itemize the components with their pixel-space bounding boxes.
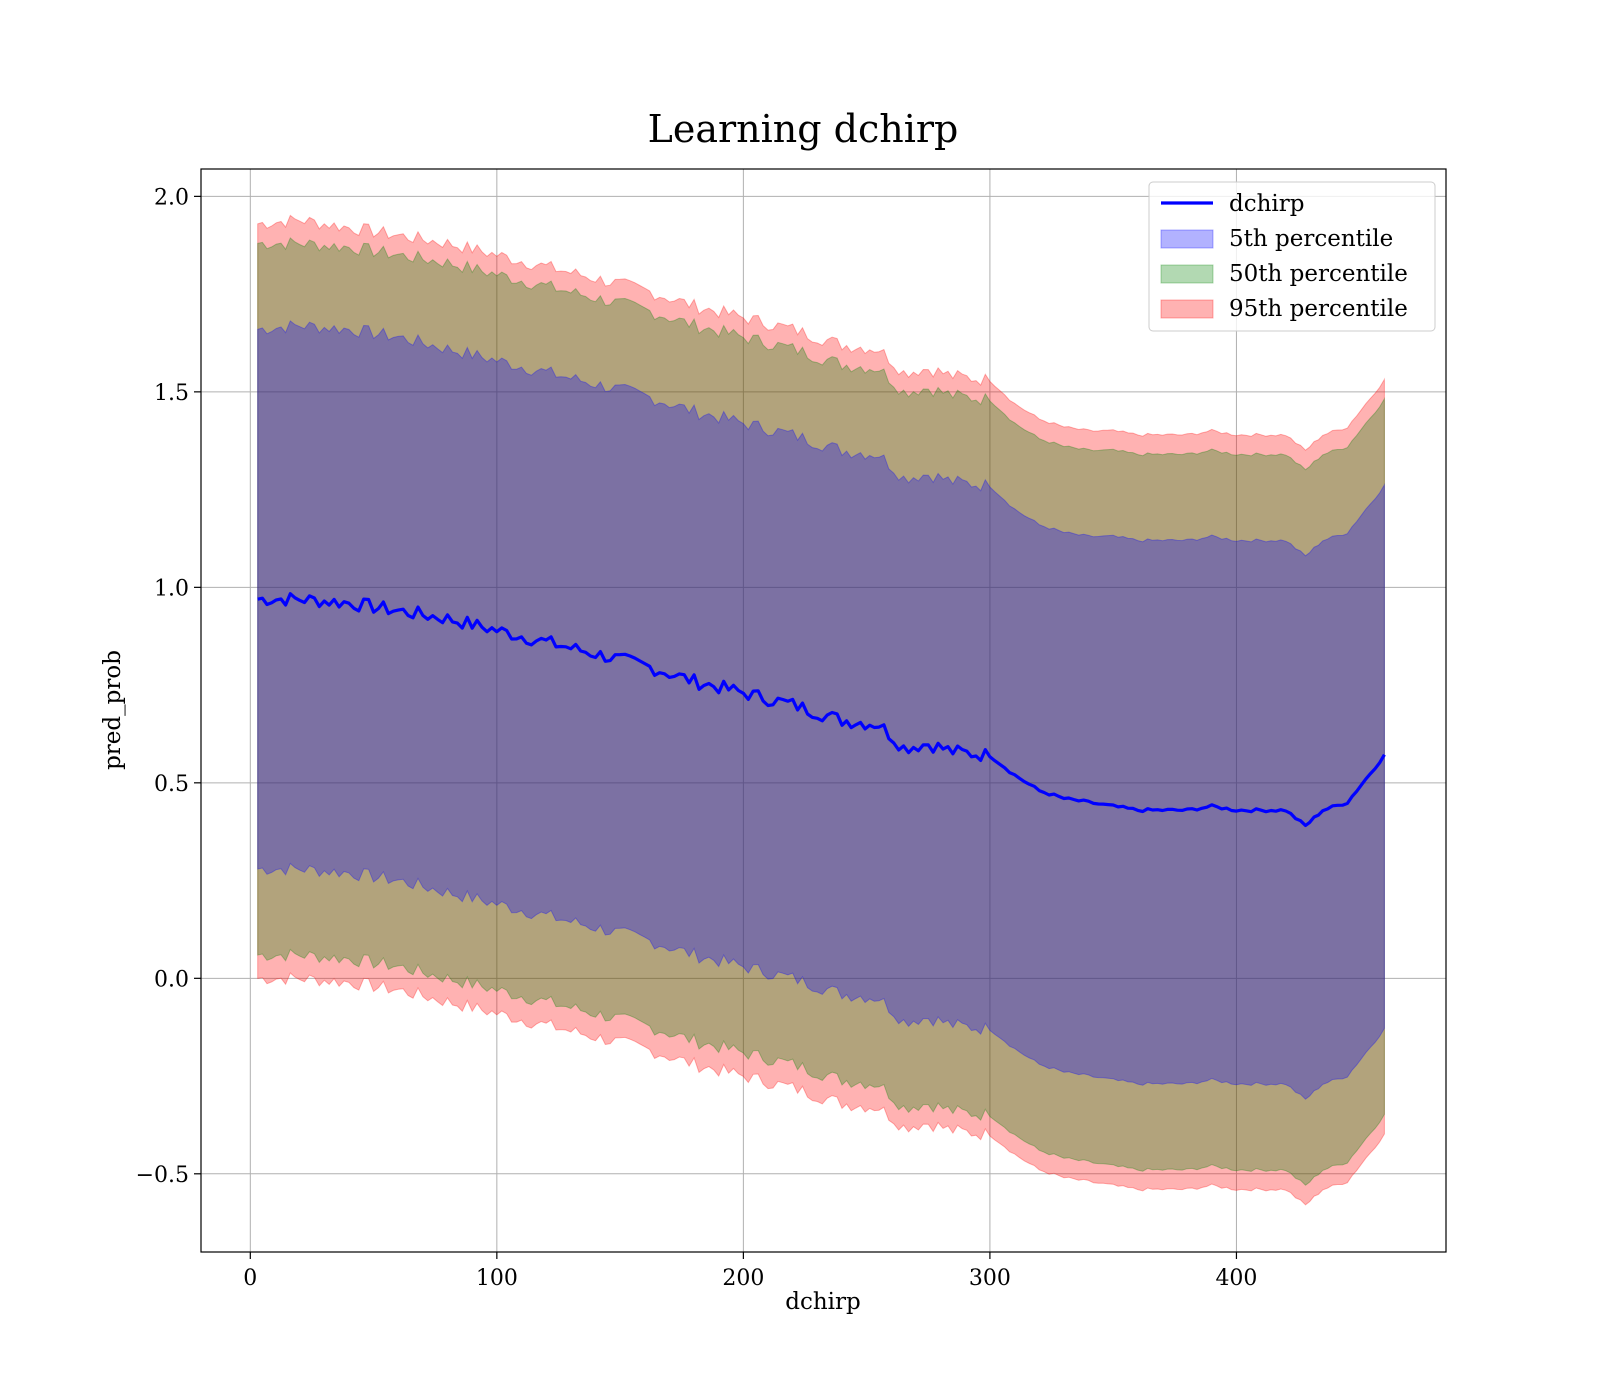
plot-frame — [200, 168, 1447, 1253]
legend-swatch-95th-percentile — [1160, 299, 1214, 319]
legend-swatch-50th-percentile — [1160, 264, 1214, 284]
x-tick-label: 200 — [722, 1266, 764, 1291]
legend-label: 5th percentile — [1229, 226, 1393, 252]
percentile-bands — [257, 214, 1385, 1206]
line-dchirp — [257, 592, 1386, 828]
y-tick-label: 0.0 — [154, 967, 189, 992]
y-tick-label: 1.5 — [154, 381, 189, 406]
y-axis-ticks: −0.5 0.0 0.5 1.0 1.5 2.0 — [136, 185, 201, 1188]
y-axis-label: pred_prob — [100, 650, 126, 770]
series-lines — [257, 592, 1386, 828]
y-tick-label: 2.0 — [154, 185, 189, 210]
x-axis-ticks: 0 100 200 300 400 — [243, 1252, 1257, 1291]
x-tick-label: 100 — [476, 1266, 518, 1291]
x-axis-label: dchirp — [785, 1289, 861, 1315]
x-tick-label: 400 — [1215, 1266, 1257, 1291]
y-tick-label: 1.0 — [154, 576, 189, 601]
grid-lines — [201, 169, 1446, 1252]
legend-label: 95th percentile — [1229, 296, 1408, 322]
legend: dchirp 5th percentile 50th percentile 95th … — [1148, 181, 1436, 332]
legend-label: 50th percentile — [1229, 261, 1408, 287]
band-5th-percentile — [257, 320, 1385, 1100]
x-tick-label: 0 — [243, 1266, 257, 1291]
legend-label: dchirp — [1229, 191, 1305, 217]
y-tick-label: −0.5 — [136, 1163, 189, 1188]
legend-frame — [1148, 181, 1436, 332]
band-50th-percentile — [257, 237, 1385, 1186]
y-tick-label: 0.5 — [154, 772, 189, 797]
band-95th-percentile — [257, 214, 1385, 1206]
plot-area — [201, 169, 1446, 1252]
x-tick-label: 300 — [969, 1266, 1011, 1291]
legend-swatch-5th-percentile — [1160, 229, 1214, 249]
chart-title: Learning dchirp — [648, 107, 959, 151]
